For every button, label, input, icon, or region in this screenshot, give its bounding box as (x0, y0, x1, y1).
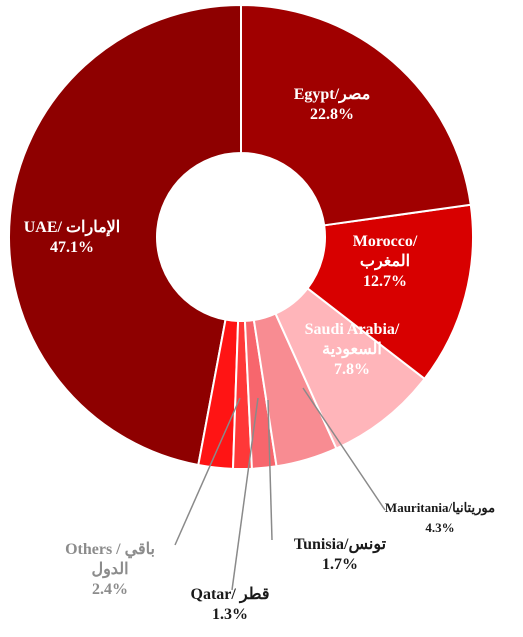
leader-lines (174, 387, 386, 591)
value-label: 47.1% (50, 239, 94, 256)
value-label: 1.3% (212, 606, 248, 623)
leader-line (302, 387, 386, 511)
slice-label: Tunisia/تونس 1.7% (280, 535, 400, 575)
category-label: Morocco/المغرب (352, 233, 418, 270)
slice (8, 3, 242, 467)
slice-label: Mauritania/موريتانيا 4.3% (365, 498, 515, 538)
value-label: 22.8% (310, 106, 354, 123)
slice-label: Egypt/مصر 22.8% (272, 85, 392, 125)
leader-line (174, 397, 241, 546)
category-label: Others / باقي الدول (65, 541, 155, 578)
value-label: 12.7% (363, 273, 407, 290)
category-label: Egypt/مصر (293, 86, 371, 103)
value-label: 7.8% (334, 361, 370, 378)
slice (306, 203, 474, 381)
leader-line (267, 399, 273, 541)
slice-label: UAE/ الإمارات 47.1% (12, 218, 132, 258)
slice (274, 286, 427, 450)
slice-label: Saudi Arabia/ السعودية 7.8% (287, 320, 417, 380)
value-label: 4.3% (425, 520, 455, 535)
category-label: Tunisia/تونس (293, 536, 387, 553)
slice-label: Others / باقي الدول 2.4% (60, 540, 160, 600)
slice (252, 312, 338, 468)
category-label: Saudi Arabia/ السعودية (304, 321, 400, 358)
category-label: UAE/ الإمارات (23, 219, 121, 236)
slice (197, 318, 240, 470)
slice-label: Morocco/المغرب 12.7% (335, 232, 435, 292)
slice-label: Qatar/ قطر 1.3% (175, 585, 285, 625)
leader-line (231, 397, 259, 591)
category-label: Mauritania/موريتانيا (384, 500, 496, 515)
value-label: 1.7% (322, 556, 358, 573)
value-label: 2.4% (92, 581, 128, 598)
category-label: Qatar/ قطر (190, 586, 270, 603)
slice (240, 3, 472, 227)
